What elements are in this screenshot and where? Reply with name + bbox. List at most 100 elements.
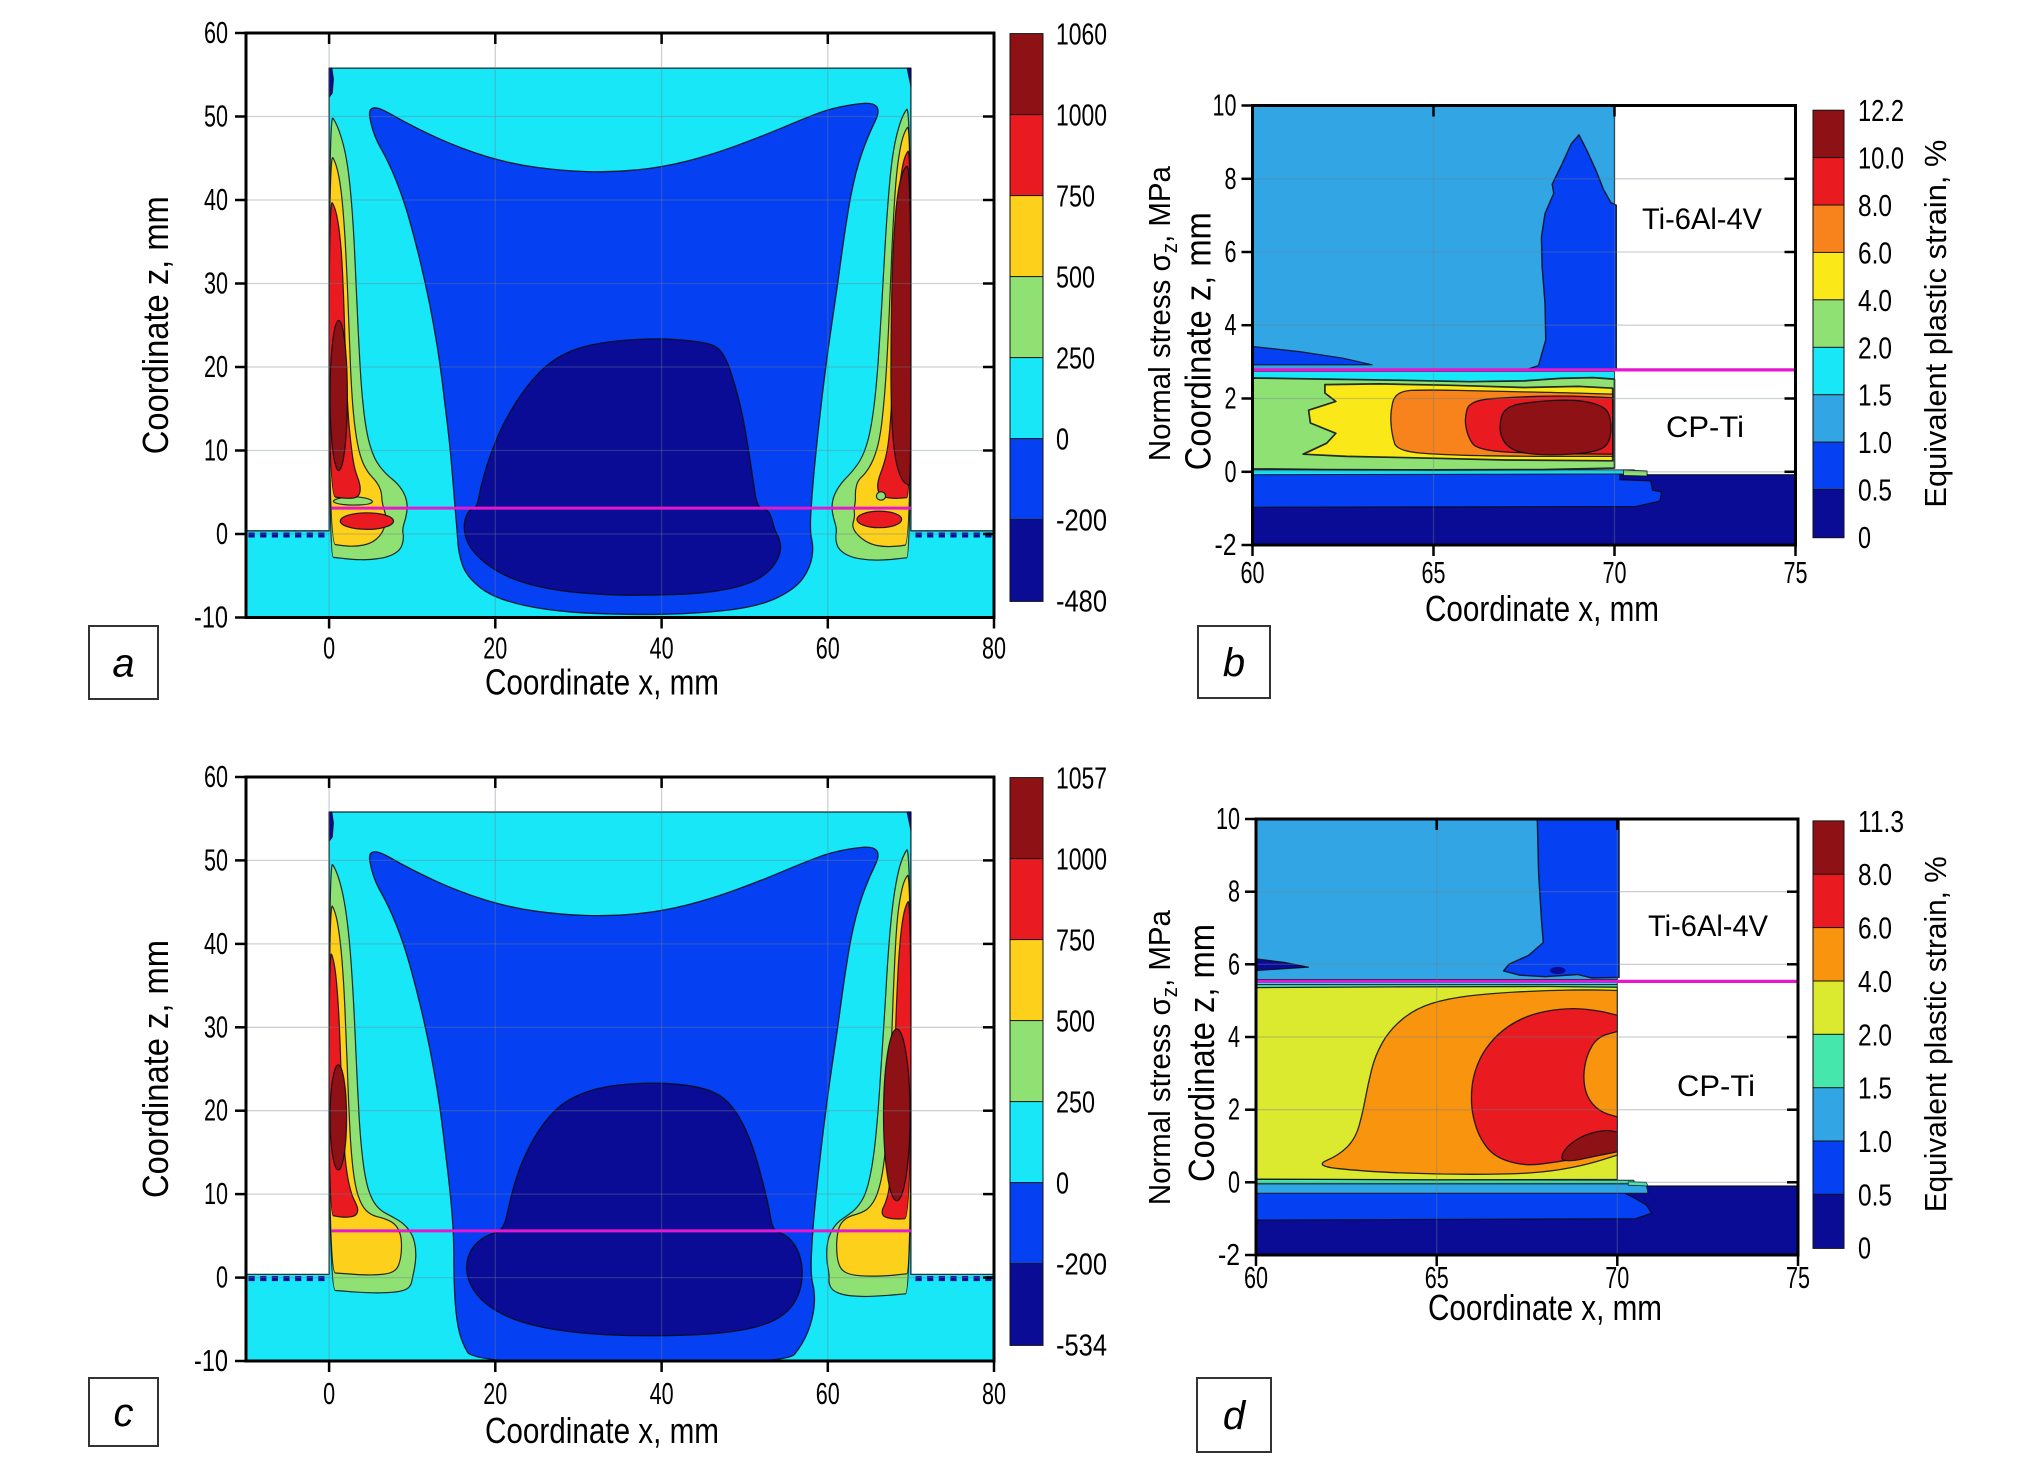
svg-text:10: 10	[204, 1176, 228, 1211]
svg-text:11.3: 11.3	[1858, 804, 1904, 839]
svg-text:40: 40	[204, 926, 228, 961]
svg-text:0: 0	[1056, 422, 1069, 457]
svg-text:Coordinate x, mm: Coordinate x, mm	[1428, 1287, 1662, 1328]
svg-text:1.5: 1.5	[1858, 378, 1892, 413]
svg-text:0: 0	[1228, 1164, 1240, 1199]
svg-text:20: 20	[204, 349, 228, 384]
svg-text:Coordinate x, mm: Coordinate x, mm	[1425, 588, 1659, 629]
svg-text:75: 75	[1784, 555, 1808, 590]
svg-text:-10: -10	[194, 600, 228, 635]
svg-text:60: 60	[204, 15, 228, 50]
svg-text:0: 0	[1225, 454, 1237, 489]
svg-text:1.5: 1.5	[1858, 1071, 1892, 1106]
svg-text:0: 0	[323, 1376, 335, 1411]
svg-text:4: 4	[1225, 307, 1237, 342]
svg-text:6: 6	[1228, 946, 1240, 981]
svg-text:1000: 1000	[1056, 98, 1107, 133]
svg-text:8.0: 8.0	[1858, 857, 1892, 892]
svg-text:50: 50	[204, 99, 228, 134]
svg-text:50: 50	[204, 842, 228, 877]
svg-text:-10: -10	[194, 1343, 228, 1378]
svg-text:60: 60	[204, 759, 228, 794]
svg-text:-534: -534	[1056, 1328, 1107, 1363]
svg-text:60: 60	[816, 1376, 840, 1411]
svg-text:Coordinate z, mm: Coordinate z, mm	[135, 196, 176, 454]
svg-text:750: 750	[1056, 179, 1095, 214]
svg-text:Normal stress σz, MPa: Normal stress σz, MPa	[1142, 165, 1182, 461]
svg-text:60: 60	[816, 631, 840, 666]
svg-text:10: 10	[1216, 801, 1240, 836]
svg-text:12.2: 12.2	[1858, 93, 1904, 128]
svg-text:CP-Ti: CP-Ti	[1677, 1070, 1755, 1103]
svg-text:4.0: 4.0	[1858, 964, 1892, 999]
svg-text:2: 2	[1225, 381, 1237, 416]
svg-text:-200: -200	[1056, 503, 1107, 538]
svg-text:Coordinate z, mm: Coordinate z, mm	[1181, 924, 1222, 1182]
svg-text:10: 10	[1213, 88, 1237, 123]
svg-text:0.5: 0.5	[1858, 473, 1892, 508]
svg-text:40: 40	[204, 182, 228, 217]
svg-text:2.0: 2.0	[1858, 330, 1892, 365]
svg-text:b: b	[1223, 641, 1245, 685]
svg-text:Equivalent plastic strain, %: Equivalent plastic strain, %	[1918, 856, 1953, 1212]
svg-text:250: 250	[1056, 341, 1095, 376]
svg-text:8: 8	[1228, 874, 1240, 909]
svg-text:30: 30	[204, 1009, 228, 1044]
svg-text:0: 0	[1858, 520, 1871, 555]
svg-text:750: 750	[1056, 923, 1095, 958]
svg-text:4: 4	[1228, 1019, 1240, 1054]
svg-text:Coordinate x, mm: Coordinate x, mm	[485, 1410, 719, 1451]
svg-text:10.0: 10.0	[1858, 141, 1904, 176]
svg-text:0: 0	[323, 631, 335, 666]
svg-text:75: 75	[1786, 1260, 1810, 1295]
svg-text:0: 0	[216, 516, 228, 551]
svg-text:-480: -480	[1056, 584, 1107, 619]
svg-text:Normal stress σz, MPa: Normal stress σz, MPa	[1142, 909, 1182, 1205]
svg-text:40: 40	[650, 1376, 674, 1411]
svg-text:60: 60	[1241, 555, 1265, 590]
svg-text:Ti-6Al-4V: Ti-6Al-4V	[1648, 910, 1768, 943]
svg-text:4.0: 4.0	[1858, 283, 1892, 318]
svg-text:70: 70	[1603, 555, 1627, 590]
svg-text:1000: 1000	[1056, 842, 1107, 877]
svg-text:6.0: 6.0	[1858, 235, 1892, 270]
svg-text:0: 0	[1858, 1231, 1871, 1266]
svg-text:Equivalent plastic strain, %: Equivalent plastic strain, %	[1918, 140, 1953, 508]
svg-text:0: 0	[216, 1260, 228, 1295]
svg-text:2.0: 2.0	[1858, 1017, 1892, 1052]
svg-text:a: a	[112, 642, 134, 686]
svg-text:20: 20	[204, 1093, 228, 1128]
svg-text:6.0: 6.0	[1858, 911, 1892, 946]
svg-text:1.0: 1.0	[1858, 425, 1892, 460]
svg-text:6: 6	[1225, 234, 1237, 269]
svg-text:10: 10	[204, 433, 228, 468]
svg-text:1057: 1057	[1056, 761, 1107, 796]
svg-text:20: 20	[483, 1376, 507, 1411]
svg-text:Coordinate z, mm: Coordinate z, mm	[1178, 212, 1219, 470]
svg-text:Coordinate z, mm: Coordinate z, mm	[135, 940, 176, 1198]
svg-text:500: 500	[1056, 1004, 1095, 1039]
svg-text:500: 500	[1056, 260, 1095, 295]
svg-text:60: 60	[1244, 1260, 1268, 1295]
svg-text:0.5: 0.5	[1858, 1177, 1892, 1212]
svg-text:70: 70	[1605, 1260, 1629, 1295]
svg-text:65: 65	[1425, 1260, 1449, 1295]
svg-text:80: 80	[982, 1376, 1006, 1411]
svg-text:250: 250	[1056, 1085, 1095, 1120]
svg-text:-2: -2	[1215, 527, 1237, 562]
svg-text:-200: -200	[1056, 1247, 1107, 1282]
svg-text:20: 20	[483, 631, 507, 666]
svg-text:d: d	[1223, 1394, 1247, 1438]
svg-text:8.0: 8.0	[1858, 188, 1892, 223]
svg-text:8: 8	[1225, 161, 1237, 196]
svg-text:CP-Ti: CP-Ti	[1666, 411, 1744, 444]
svg-text:Coordinate x, mm: Coordinate x, mm	[485, 662, 719, 703]
svg-text:2: 2	[1228, 1092, 1240, 1127]
svg-text:0: 0	[1056, 1166, 1069, 1201]
svg-text:80: 80	[982, 631, 1006, 666]
svg-text:65: 65	[1422, 555, 1446, 590]
svg-text:-2: -2	[1218, 1237, 1240, 1272]
svg-text:30: 30	[204, 266, 228, 301]
svg-text:40: 40	[650, 631, 674, 666]
svg-text:1060: 1060	[1056, 17, 1107, 52]
